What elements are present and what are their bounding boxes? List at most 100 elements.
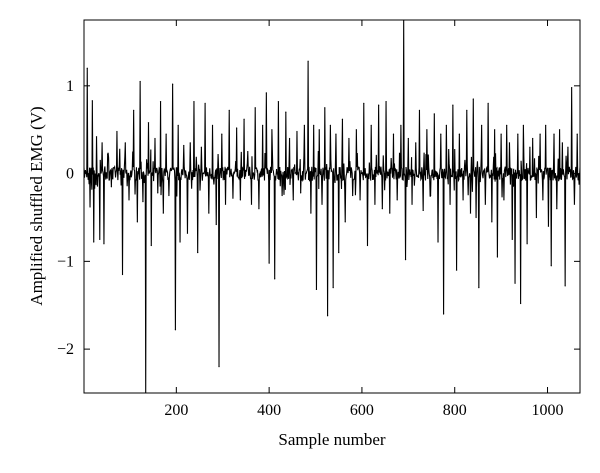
spike-point (561, 142, 563, 144)
spike-point (348, 137, 350, 140)
spike-point (400, 124, 402, 126)
spike-point (484, 203, 486, 205)
spike-point (576, 133, 578, 135)
spike-point (426, 129, 428, 131)
spike-point (341, 118, 344, 120)
spike-point (243, 118, 245, 120)
spike-point (494, 129, 496, 131)
spike-point (508, 142, 511, 144)
spike-point (139, 80, 141, 83)
spike-point (352, 194, 354, 197)
spike-point (326, 315, 329, 317)
spike-point (522, 124, 524, 126)
spike-point (475, 216, 477, 219)
spike-point (86, 67, 88, 69)
spike-point (503, 199, 505, 201)
spike-point (469, 212, 472, 214)
spike-point (344, 221, 346, 223)
spike-point (179, 241, 181, 243)
spike-point (258, 208, 260, 210)
spike-point (452, 104, 454, 106)
spike-point (236, 127, 238, 129)
spike-point (442, 313, 445, 315)
spike-point (478, 287, 480, 289)
spike-point (277, 101, 280, 103)
spike-point (332, 287, 334, 289)
spike-point (208, 212, 210, 214)
spike-point (558, 129, 561, 131)
spike-point (324, 107, 326, 109)
spike-point (392, 133, 395, 135)
spike-point (411, 203, 413, 205)
spike-point (315, 288, 318, 291)
y-axis-label: Amplified shuffled EMG (V) (27, 106, 46, 305)
spike-point (578, 183, 580, 185)
spike-point (370, 124, 372, 126)
spike-point (116, 130, 118, 133)
spike-point (95, 136, 98, 138)
y-tick-label: 1 (66, 78, 74, 95)
spike-point (455, 269, 458, 271)
spike-point (407, 137, 409, 140)
series-layer (84, 20, 580, 393)
spike-point (285, 111, 287, 113)
spike-point (491, 221, 493, 223)
spike-point (539, 133, 541, 135)
spike-point (418, 109, 421, 111)
spike-point (500, 133, 502, 135)
spike-point (150, 244, 152, 247)
spike-point (374, 203, 376, 205)
spike-point (573, 203, 576, 205)
spike-point (232, 197, 234, 199)
spike-point (296, 130, 298, 133)
spike-point (532, 137, 534, 140)
spike-point (183, 144, 185, 147)
spike-point (292, 199, 294, 201)
x-axis-ticks: 200 400 600 800 1000 (164, 20, 564, 419)
spike-point (514, 282, 516, 284)
spike-point (262, 124, 264, 126)
spike-point (271, 129, 273, 131)
spike-point (211, 124, 214, 126)
spike-point (107, 153, 109, 155)
spike-point (363, 102, 365, 104)
spike-point (228, 109, 230, 111)
spike-point (321, 203, 323, 205)
spike-point (186, 232, 189, 234)
spike-point (218, 366, 220, 368)
spike-point (506, 124, 508, 126)
y-tick-label: −2 (57, 341, 74, 358)
spike-point (553, 133, 555, 135)
spike-point (517, 133, 519, 135)
spike-point (567, 146, 569, 148)
spike-point (254, 107, 256, 109)
spike-point (281, 194, 283, 197)
spike-point (274, 278, 276, 280)
spike-point (378, 104, 380, 106)
spike-point (335, 133, 337, 135)
spike-point (200, 146, 202, 148)
spike-point (429, 194, 432, 197)
spike-point (381, 208, 383, 210)
spike-point (545, 124, 547, 126)
spike-point (168, 194, 170, 197)
spike-point (128, 199, 130, 201)
spike-point (366, 244, 369, 247)
spike-point (288, 137, 291, 140)
spike-point (239, 199, 241, 201)
emg-signal-line (84, 20, 580, 393)
spike-point (389, 212, 391, 214)
spike-point (165, 133, 167, 135)
spike-point (89, 206, 91, 208)
spike-point (458, 133, 460, 135)
spike-point (193, 101, 195, 103)
x-tick-label: 600 (350, 402, 374, 419)
spike-point (250, 203, 253, 205)
spike-point (511, 238, 513, 241)
x-tick-label: 1000 (532, 402, 564, 419)
spike-point (101, 142, 103, 144)
spike-point (110, 186, 112, 188)
spike-point (142, 201, 144, 203)
spike-point (99, 238, 101, 241)
